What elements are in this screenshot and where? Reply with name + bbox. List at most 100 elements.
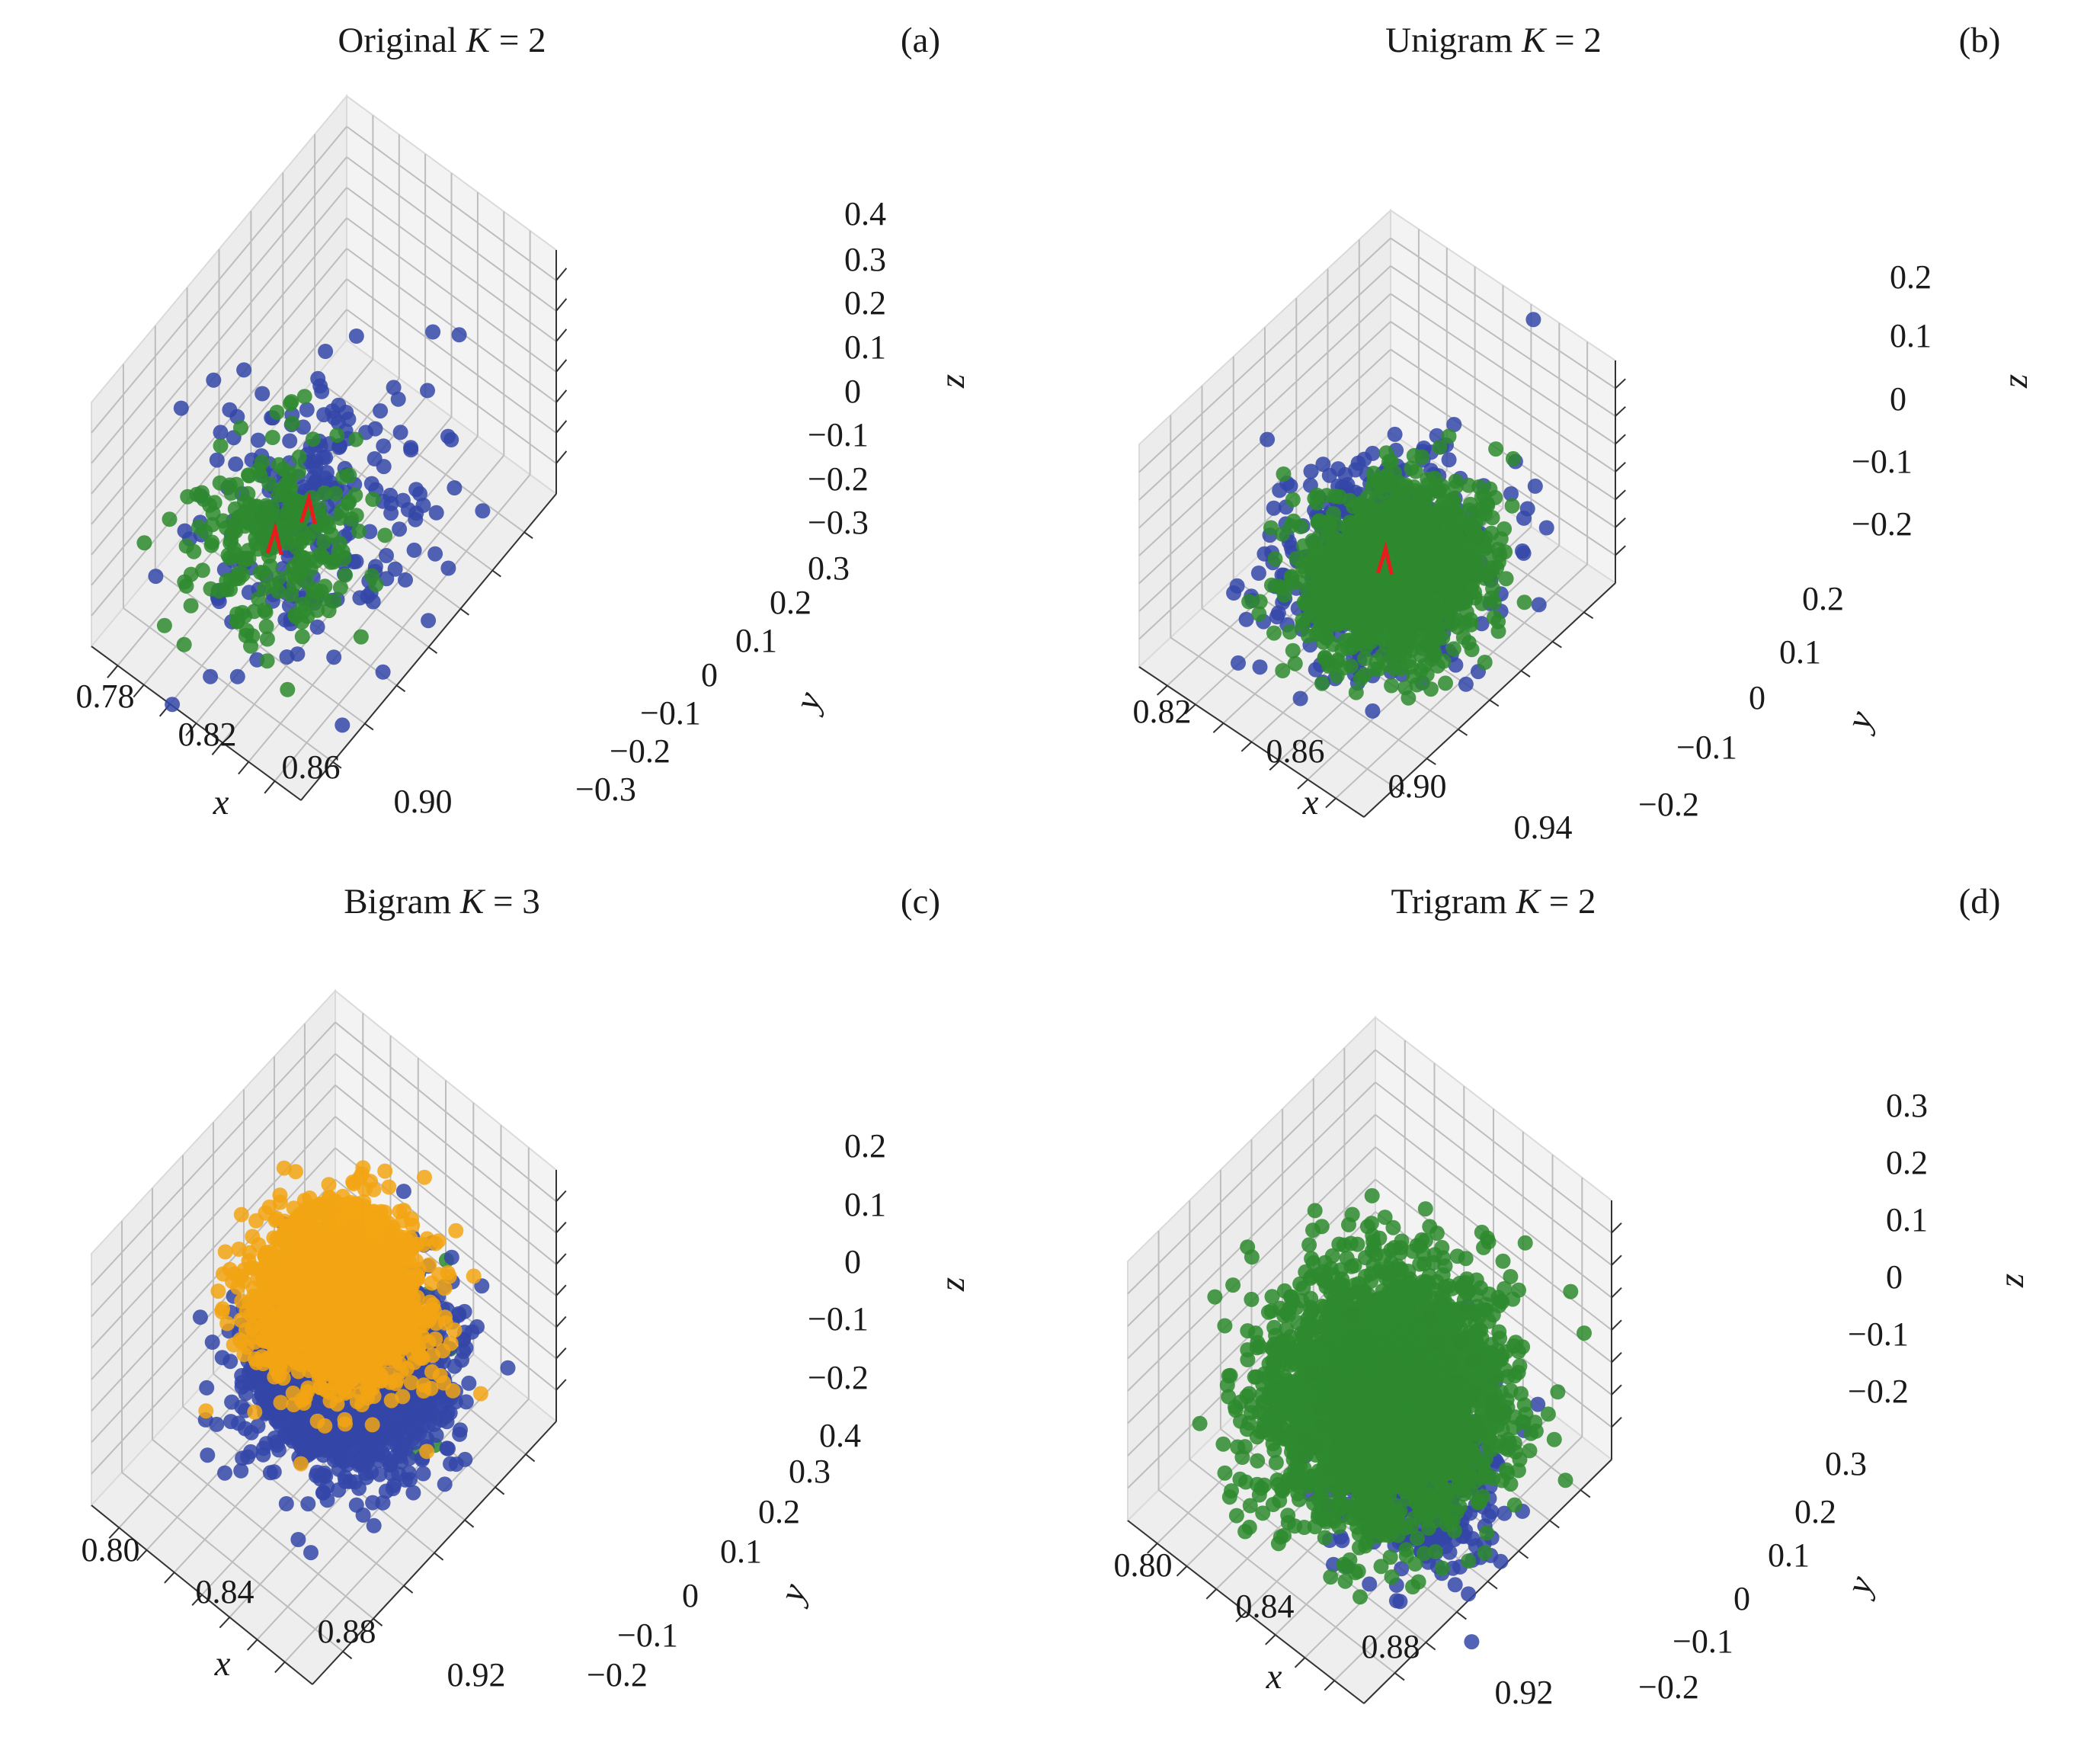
data-point [189,486,205,502]
data-point [194,562,210,578]
data-point [315,1485,331,1501]
data-point [1386,480,1402,496]
data-point [1538,520,1554,536]
data-point [278,1496,294,1511]
data-point [1385,567,1401,583]
x-tick-labels: 0.78 0.82 0.86 0.90 [76,678,453,820]
data-point [348,328,364,344]
data-point [299,402,315,418]
data-point [1252,659,1268,675]
grid-line [346,187,557,342]
y-tick-mark [464,1519,475,1528]
data-point [1282,624,1298,640]
grid-line [91,217,347,525]
data-point [255,1440,271,1456]
x-tick-mark [238,761,250,775]
x-axis-label: x [213,783,229,822]
data-point [1527,478,1543,494]
data-point [1317,649,1333,665]
data-point [269,405,285,420]
y-tick-mark [1489,699,1500,707]
x-tick-mark [211,742,223,755]
data-point [1292,691,1308,707]
data-point [1276,466,1292,482]
y-tick-mark [525,1453,536,1463]
grid-line [346,217,557,373]
data-point [1394,532,1410,548]
data-point [404,1407,420,1422]
data-point [1304,569,1320,585]
data-point [229,606,245,622]
data-point [241,467,256,483]
data-point [1497,544,1513,560]
data-point [191,519,206,535]
data-point [300,1496,316,1512]
data-point [451,327,467,343]
data-point [148,569,164,585]
data-point [313,518,329,534]
grid-line [91,156,347,464]
y-tick-label: −0.2 [1638,786,1699,823]
x-tick-label: 0.82 [1133,693,1192,730]
data-point [427,546,443,562]
data-point [387,561,403,577]
grid-line [314,377,525,534]
x-tick-label: 0.90 [1388,767,1447,805]
x-tick-mark [1297,779,1308,790]
data-point [204,1335,220,1350]
data-point [1321,570,1337,586]
data-point [282,433,298,449]
data-point [391,1466,407,1482]
data-point [237,1421,253,1437]
data-point [1490,623,1506,639]
z-tick-mark [1615,434,1626,445]
x-tick-mark [1212,723,1224,733]
data-point [1229,578,1245,594]
y-tick-labels: 0.3 0.2 0.1 0 −0.1 −0.2 −0.3 [575,550,850,808]
data-point [392,521,408,537]
data-point [383,505,399,521]
z-tick-labels: 0.2 0.1 0 −0.1 −0.2 [1852,258,1932,543]
data-point [209,452,225,468]
data-point [1314,675,1330,691]
data-point [443,1249,459,1265]
panel-c: Bigram K = 3 (c) 0.80 0.84 0.88 0.92 x 0… [82,882,973,1694]
data-point [1413,601,1429,617]
data-point [233,420,248,436]
data-point [1525,312,1541,328]
data-point [1346,498,1362,514]
data-point [362,524,378,540]
grid-line [1138,293,1391,529]
data-point [1430,526,1445,542]
data-point [283,396,298,412]
x-tick-mark [107,665,119,678]
data-point [377,527,393,543]
grid-line [1390,265,1616,417]
chart-title: Original K = 2 [338,21,546,60]
data-point [1365,617,1381,633]
data-point [303,1545,319,1561]
x-tick-label: 0.94 [1514,809,1573,846]
z-tick-label: 0.2 [1890,258,1932,296]
data-point [1401,653,1417,669]
data-point [1370,600,1386,616]
chart-title: Unigram K = 2 [1385,21,1602,60]
y-tick-mark [332,761,342,769]
data-point [390,391,406,407]
data-point [373,403,389,419]
data-point [1266,625,1282,641]
data-point [1387,661,1403,677]
data-point [1260,431,1276,447]
data-point [282,514,298,530]
scatter-points [1226,312,1554,719]
data-point [316,485,332,501]
data-point [214,1350,230,1366]
z-tick-label: 0.1 [1890,317,1932,354]
data-point [372,1466,388,1482]
data-point [443,432,459,447]
y-tick-mark [396,684,406,693]
data-point [237,552,253,568]
data-point [1414,449,1430,465]
z-tick-mark [555,1253,567,1265]
z-tick-mark [555,1190,567,1202]
